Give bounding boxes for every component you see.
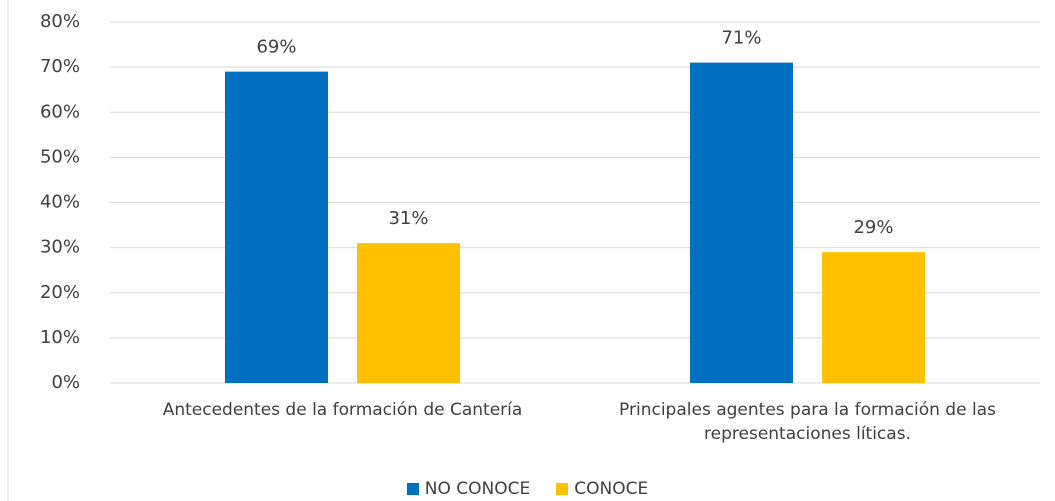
y-tick-label: 70%	[40, 56, 80, 77]
legend-label: CONOCE	[574, 479, 649, 499]
y-tick-label: 50%	[40, 146, 80, 167]
bar	[690, 62, 793, 384]
y-tick-label: 10%	[40, 327, 80, 348]
x-tick-label: Antecedentes de la formación de Cantería	[162, 400, 523, 420]
legend-swatch	[406, 483, 419, 495]
legend-item: CONOCE	[556, 479, 648, 499]
y-tick-label: 30%	[40, 237, 80, 258]
data-label: 29%	[853, 217, 893, 238]
data-label: 71%	[721, 28, 761, 49]
x-tick-label: Principales agentes para la formación de…	[619, 400, 996, 444]
bar	[225, 71, 328, 383]
y-tick-label: 40%	[40, 192, 80, 213]
data-label: 31%	[388, 208, 428, 229]
legend: NO CONOCE CONOCE	[0, 479, 1055, 499]
y-tick-label: 80%	[40, 11, 80, 32]
y-tick-label: 0%	[51, 372, 80, 393]
legend-item: NO CONOCE	[406, 479, 531, 499]
y-tick-label: 60%	[40, 101, 80, 122]
bar	[357, 243, 460, 383]
bar	[822, 252, 925, 383]
data-label: 69%	[256, 37, 296, 58]
legend-swatch	[556, 483, 569, 495]
y-tick-label: 20%	[40, 282, 80, 303]
legend-label: NO CONOCE	[424, 479, 531, 499]
